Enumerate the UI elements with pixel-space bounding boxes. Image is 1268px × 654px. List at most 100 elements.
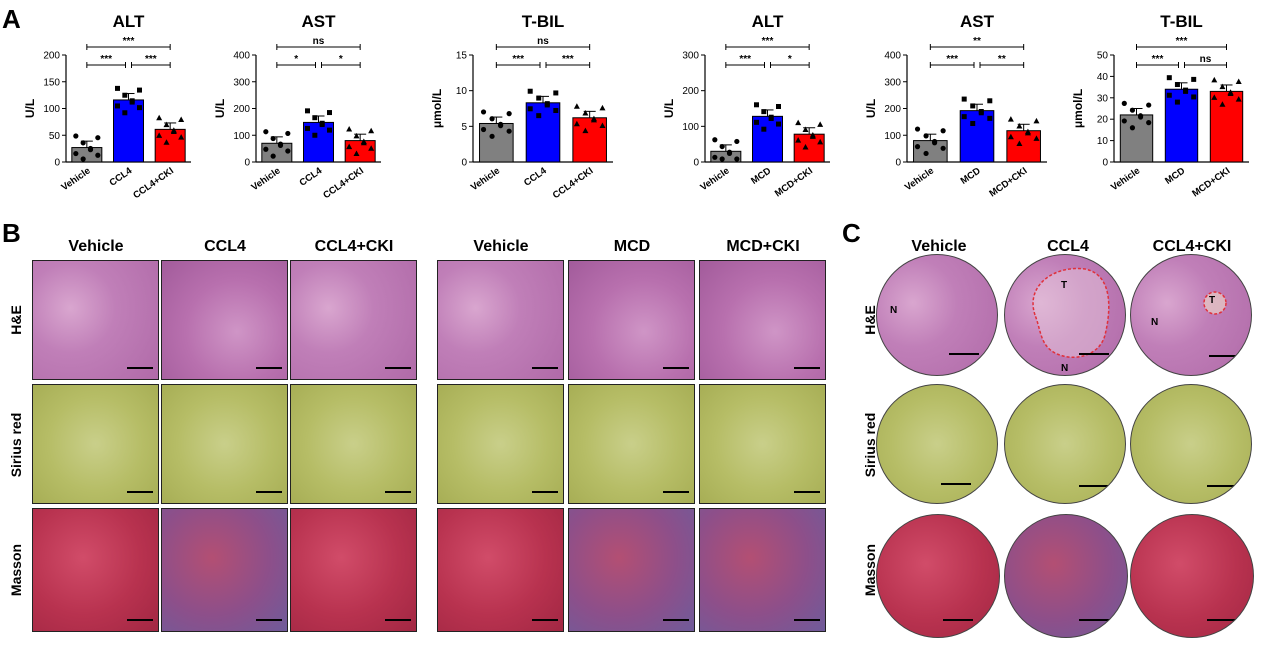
chart-4-point-1-4	[962, 114, 967, 119]
chart-2-point-2-3	[599, 105, 605, 111]
chart-3-bracket-label-2: ***	[762, 36, 774, 47]
chart-5-ytick-label-4: 40	[1097, 72, 1109, 83]
b-left-col-vehicle: Vehicle	[32, 238, 160, 256]
chart-0-point-0-5	[81, 156, 86, 161]
chart-5-point-1-0	[1167, 75, 1172, 80]
chart-1-point-2-3	[368, 128, 374, 134]
chart-1-point-0-6	[278, 142, 283, 147]
b-he-mcd-cki-image	[699, 260, 826, 380]
chart-2-point-0-0	[481, 109, 486, 114]
b-masson-mcd-image	[568, 508, 695, 632]
chart-2-point-1-7	[553, 108, 558, 113]
chart-3-ylabel: U/L	[662, 99, 676, 118]
c-masson-ccl4-image	[1004, 514, 1128, 638]
c-sirius-vehicle-image	[876, 384, 998, 504]
b-sirius-mcd-cki-image	[699, 384, 826, 504]
chart-1-point-1-6	[320, 121, 325, 126]
b-he-vehicle-image	[32, 260, 159, 380]
c-masson-vehicle-image	[876, 514, 1000, 638]
chart-1-point-1-1	[312, 115, 317, 120]
chart-0-point-1-4	[115, 103, 120, 108]
chart-1-ytick-label-1: 100	[233, 131, 250, 142]
chart-0-point-0-7	[95, 153, 100, 158]
chart-3-category-1: MCD	[749, 165, 773, 186]
chart-3-point-0-0	[712, 137, 717, 142]
chart-4-bar-0	[914, 141, 948, 162]
chart-1-bracket-label-0: *	[294, 54, 298, 65]
chart-3-bracket-label-1: *	[788, 54, 792, 65]
b-sirius-ccl4-image	[161, 384, 288, 504]
chart-2-point-0-6	[498, 122, 503, 127]
chart-0-point-0-3	[95, 135, 100, 140]
chart-1-point-1-3	[327, 110, 332, 115]
chart-1-ytick-label-2: 200	[233, 104, 250, 115]
chart-5-point-1-3	[1191, 77, 1196, 82]
chart-3-title: ALT	[752, 12, 784, 31]
chart-0-ytick-label-4: 200	[43, 51, 60, 62]
chart-0-point-2-0	[156, 115, 162, 121]
chart-3-bracket-label-0: ***	[739, 54, 751, 65]
b-row-masson: Masson	[8, 508, 24, 632]
chart-4-ylabel: U/L	[864, 99, 878, 118]
b-masson-vehicle-image	[32, 508, 159, 632]
chart-4-title: AST	[960, 12, 995, 31]
chart-3-point-1-4	[754, 120, 759, 125]
chart-5-point-2-3	[1236, 79, 1242, 85]
chart-0-point-2-3	[178, 117, 184, 123]
chart-1-point-0-4	[263, 147, 268, 152]
chart-4-point-0-6	[932, 139, 937, 144]
chart-5-point-0-1	[1130, 108, 1135, 113]
chart-5-point-1-1	[1175, 82, 1180, 87]
chart-3-point-1-5	[761, 127, 766, 132]
c-he-ccl4-image: T N	[1004, 254, 1126, 376]
chart-3-category-0: Vehicle	[698, 165, 731, 193]
chart-5-ytick-label-3: 30	[1097, 93, 1109, 104]
chart-5-ytick-label-2: 20	[1097, 115, 1109, 126]
b-sirius-vehicle-mcd-image	[437, 384, 564, 504]
chart-1-bracket-label-1: *	[339, 54, 343, 65]
c-he-vehicle-mark-n: N	[890, 305, 897, 316]
chart-0-category-0: Vehicle	[59, 165, 92, 193]
chart-4-point-1-5	[970, 121, 975, 126]
chart-5-point-0-4	[1122, 118, 1127, 123]
chart-1-category-2: CCL4+CKI	[321, 165, 366, 201]
chart-4-ytick-label-0: 0	[895, 158, 901, 169]
chart-3-ytick-label-2: 200	[682, 86, 699, 97]
b-masson-ccl4-cki-image	[290, 508, 417, 632]
chart-2-ytick-label-0: 0	[461, 158, 467, 169]
chart-5-category-1: MCD	[1163, 165, 1187, 186]
c-sirius-ccl4-image	[1004, 384, 1126, 504]
chart-2-ytick-label-2: 10	[456, 86, 468, 97]
chart-3-category-2: MCD+CKI	[773, 165, 815, 199]
chart-0-bracket-label-0: ***	[100, 54, 112, 65]
chart-4-category-2: MCD+CKI	[987, 165, 1029, 199]
chart-1-point-1-0	[305, 108, 310, 113]
chart-5-point-2-0	[1211, 77, 1217, 83]
chart-3-point-0-1	[720, 144, 725, 149]
chart-0-ytick-label-3: 150	[43, 77, 60, 88]
b-right-col-mcd: MCD	[568, 238, 696, 256]
chart-2-point-0-3	[507, 111, 512, 116]
chart-1-point-1-5	[312, 133, 317, 138]
chart-2-point-1-1	[536, 96, 541, 101]
chart-3-ytick-label-0: 0	[693, 158, 699, 169]
panel-letter-c: C	[842, 218, 861, 249]
b-left-col-ccl4-cki: CCL4+CKI	[290, 238, 418, 256]
chart-2-category-0: Vehicle	[469, 165, 502, 193]
chart-5-ylabel: μmol/L	[1071, 89, 1085, 128]
chart-5-point-0-5	[1130, 125, 1135, 130]
chart-5-point-1-4	[1167, 93, 1172, 98]
chart-3-point-0-6	[727, 150, 732, 155]
chart-4-bracket-label-0: ***	[946, 54, 958, 65]
chart-4-point-0-4	[915, 144, 920, 149]
chart-4-point-0-5	[923, 151, 928, 156]
chart-3-point-1-3	[776, 104, 781, 109]
chart-4-point-2-3	[1033, 118, 1039, 124]
chart-4-bracket-label-1: **	[998, 54, 1006, 65]
chart-3-point-0-4	[712, 155, 717, 160]
chart-0-point-1-7	[137, 105, 142, 110]
c-he-ccl4-cki-image: T N	[1130, 254, 1252, 376]
chart-2-category-1: CCL4	[522, 165, 549, 189]
chart-4-point-0-1	[923, 133, 928, 138]
chart-0-point-1-6	[130, 98, 135, 103]
